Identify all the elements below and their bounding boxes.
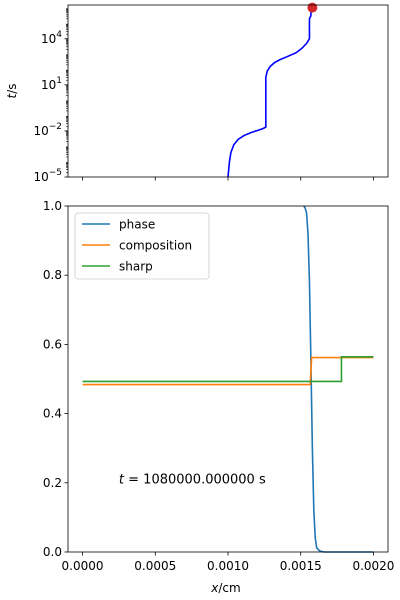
bottom-xtick-label: 0.0000: [62, 559, 104, 573]
legend-label-sharp: sharp: [119, 260, 153, 274]
bottom-ytick-label: 0.0: [43, 545, 62, 559]
top-marker-group: [307, 2, 318, 13]
bottom-ytick-label: 1.0: [43, 199, 62, 213]
bottom-ticks-group: 0.0000 0.0005 0.0010 0.0015 0.0020 0.0 0.2 0.4 0…: [43, 199, 395, 573]
bottom-xtick-label: 0.0015: [280, 559, 322, 573]
legend: phase composition sharp: [74, 212, 210, 280]
top-ytick-label: 10−5: [33, 168, 62, 184]
bottom-xtick-label: 0.0010: [207, 559, 249, 573]
bottom-panel: 0.0000 0.0005 0.0010 0.0015 0.0020 0.0 0.2 0.4 0…: [43, 199, 395, 595]
time-annotation: t = 1080000.000000 s: [119, 472, 266, 487]
current-time-marker: [307, 2, 318, 13]
legend-box: [74, 212, 210, 280]
top-panel: 10−5 10−2 101 104 t/s: [5, 2, 389, 184]
top-ytick-label: 101: [41, 76, 62, 92]
bottom-ytick-label: 0.6: [43, 337, 62, 351]
legend-label-phase: phase: [119, 218, 155, 232]
top-ytick-label: 10−2: [33, 122, 62, 138]
bottom-xtick-label: 0.0020: [352, 559, 394, 573]
series-line-phase: [303, 205, 374, 553]
legend-label-composition: composition: [119, 239, 192, 253]
bottom-series-group: [82, 205, 374, 553]
series-line-sharp: [82, 356, 374, 383]
top-ylabel: t/s: [5, 83, 19, 98]
bottom-ytick-label: 0.8: [43, 268, 62, 282]
bottom-xtick-label: 0.0005: [134, 559, 176, 573]
top-series-group: [227, 6, 313, 177]
bottom-ytick-label: 0.2: [43, 476, 62, 490]
top-ytick-label: 104: [41, 30, 62, 46]
bottom-xlabel: x/cm: [210, 581, 240, 595]
top-ticks-group: 10−5 10−2 101 104: [33, 8, 374, 184]
top-series-line: [227, 6, 313, 177]
bottom-ytick-label: 0.4: [43, 407, 62, 421]
